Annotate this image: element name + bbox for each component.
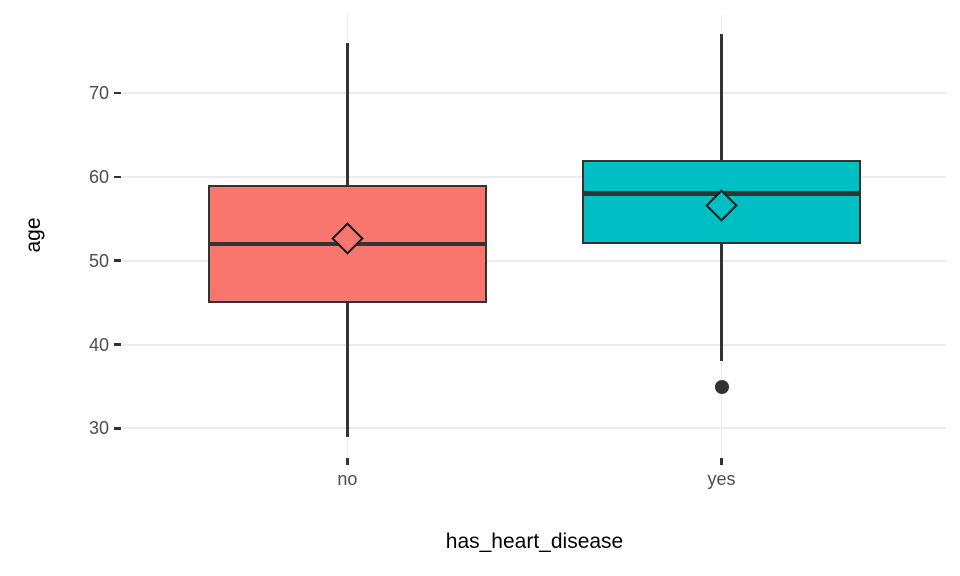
x-tick-label: yes	[707, 469, 736, 489]
y-gridline	[123, 259, 946, 262]
box-yes	[581, 159, 862, 244]
y-tick-mark	[114, 91, 121, 95]
y-gridline	[123, 91, 946, 94]
y-tick-mark	[114, 427, 121, 430]
x-axis-title: has_heart_disease	[445, 530, 624, 553]
y-tick-label: 70	[88, 82, 109, 103]
y-tick-mark	[114, 175, 121, 179]
y-tick-label: 40	[88, 334, 109, 355]
y-tick-mark	[114, 259, 121, 262]
y-gridline	[123, 343, 946, 346]
whisker-lower	[346, 302, 349, 437]
outlier-point	[714, 379, 729, 394]
whisker-upper	[346, 42, 349, 186]
x-tick-mark	[346, 458, 349, 465]
whisker-upper	[720, 34, 723, 160]
y-tick-label: 60	[88, 166, 109, 187]
whisker-lower	[720, 243, 723, 362]
y-tick-mark	[114, 343, 121, 346]
y-tick-label: 30	[88, 418, 109, 439]
y-tick-label: 50	[88, 250, 109, 271]
y-gridline	[123, 427, 946, 430]
x-tick-label: no	[337, 469, 358, 489]
y-gridline	[123, 175, 946, 178]
x-tick-mark	[720, 458, 723, 465]
y-axis-title: age	[22, 217, 45, 253]
